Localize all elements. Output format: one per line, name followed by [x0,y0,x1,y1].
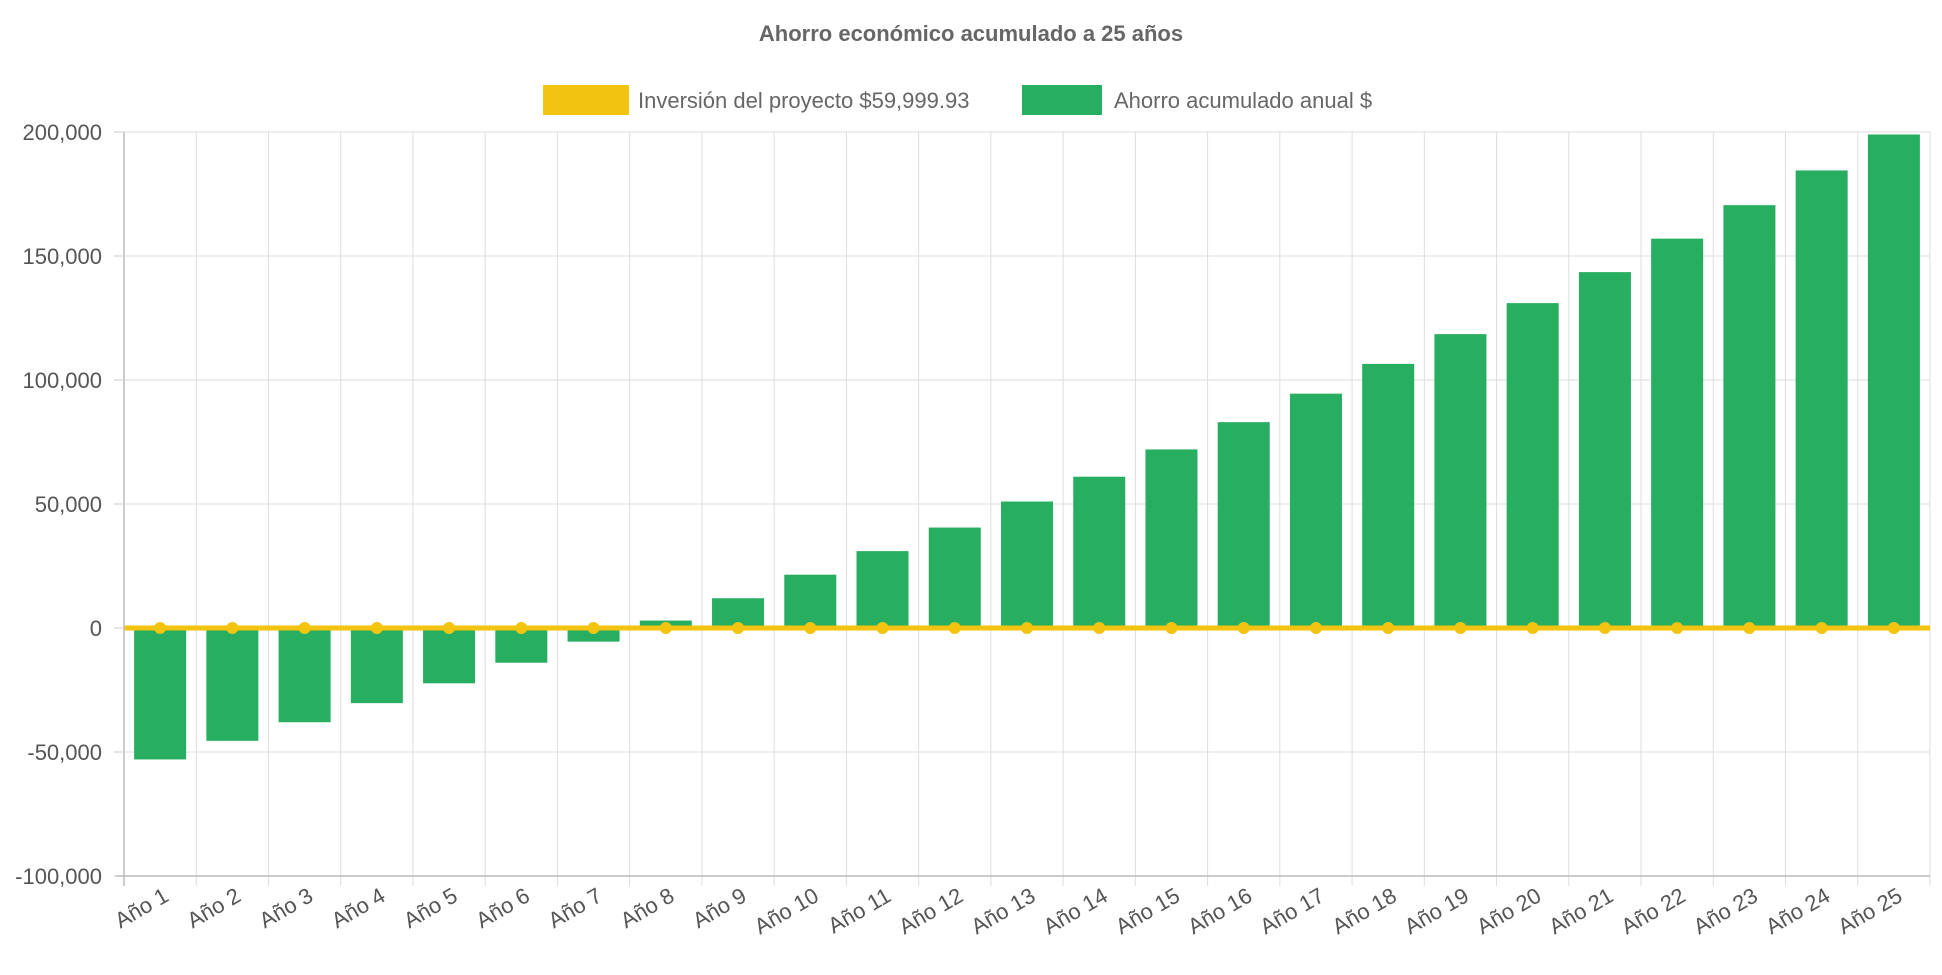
bar [206,628,259,741]
bar [1723,205,1776,628]
line-point [1454,622,1467,634]
bar [278,628,331,723]
y-tick-label: 0 [90,616,102,641]
legend-swatch-2 [1022,85,1102,115]
line-point [1093,622,1106,634]
line-point [1887,622,1900,634]
x-tick-label: Año 15 [1111,883,1184,940]
line-point [1165,622,1178,634]
bar [567,628,620,642]
x-tick-label: Año 16 [1183,883,1256,940]
bar [423,628,476,684]
bar [1289,393,1342,628]
bar [784,574,837,628]
line-point [1598,622,1611,634]
line-point [732,622,745,634]
bar [1217,422,1270,628]
line-point [1526,622,1539,634]
x-tick-label: Año 2 [183,883,245,933]
grid [123,131,1931,886]
x-axis: Año 1 Año 2 Año 3 Año 4 Año 5 Año 6 Año 7 Año 8… [110,875,1930,940]
x-tick-label: Año 25 [1833,883,1906,940]
x-tick-label: Año 6 [472,883,534,933]
legend-swatch-1 [543,85,629,115]
x-tick-label: Año 10 [750,883,823,940]
x-tick-label: Año 13 [967,883,1040,940]
bar [1651,238,1704,628]
legend-label-2: Ahorro acumulado anual $ [1114,88,1372,113]
y-tick-label: -50,000 [27,740,102,765]
line-point [1237,622,1250,634]
x-tick-label: Año 1 [110,883,172,933]
line-point [659,622,672,634]
bar [1145,449,1198,628]
chart-title: Ahorro económico acumulado a 25 años [759,21,1183,46]
line-point [1309,622,1322,634]
x-tick-label: Año 23 [1689,883,1762,940]
line-point [226,622,239,634]
y-tick-label: 150,000 [22,244,102,269]
y-axis: 200,000 150,000 100,000 50,000 0 -50,000 -100,… [15,120,125,889]
x-tick-label: Año 19 [1400,883,1473,940]
line-point [298,622,311,634]
line-point [948,622,961,634]
x-tick-label: Año 17 [1256,883,1329,940]
x-tick-label: Año 5 [399,883,461,933]
line-point [1021,622,1033,634]
line-point [1815,622,1828,634]
line-point [587,622,600,634]
bar [1362,363,1415,628]
x-tick-label: Año 7 [544,883,606,933]
line-point [1743,622,1756,634]
legend: Inversión del proyecto $59,999.93 Ahorro … [543,85,1372,115]
line-point [154,622,167,634]
x-tick-label: Año 21 [1545,883,1618,940]
legend-label-1: Inversión del proyecto $59,999.93 [638,88,969,113]
x-tick-label: Año 11 [824,883,895,939]
bar [1434,334,1487,628]
line-point [515,622,528,634]
x-tick-label: Año 8 [616,883,678,933]
bar-series [134,134,1920,760]
x-tick-label: Año 3 [255,883,317,933]
line-point [804,622,817,634]
bar [134,628,187,760]
bar [1073,476,1126,628]
bar [1578,272,1631,628]
bar [1506,303,1559,628]
x-tick-label: Año 4 [327,883,389,933]
bar [856,551,909,628]
line-series [124,622,1930,634]
y-tick-label: 50,000 [35,492,102,517]
x-tick-label: Año 9 [688,883,750,933]
line-point [370,622,383,634]
line-point [1671,622,1684,634]
x-tick-label: Año 12 [894,883,967,940]
y-tick-label: -100,000 [15,864,102,889]
x-tick-label: Año 18 [1328,883,1401,940]
bar [928,527,981,628]
x-tick-label: Año 22 [1617,883,1690,940]
bar [350,628,403,704]
line-point [443,622,456,634]
bar [1867,134,1920,629]
line-point [876,622,889,634]
x-tick-label: Año 24 [1761,883,1834,940]
bar [1795,170,1848,628]
x-tick-label: Año 20 [1472,883,1545,940]
x-tick-label: Año 14 [1039,883,1112,940]
line-point [1382,622,1395,634]
y-tick-label: 100,000 [22,368,102,393]
y-tick-label: 200,000 [22,120,102,145]
bar [1000,501,1054,628]
